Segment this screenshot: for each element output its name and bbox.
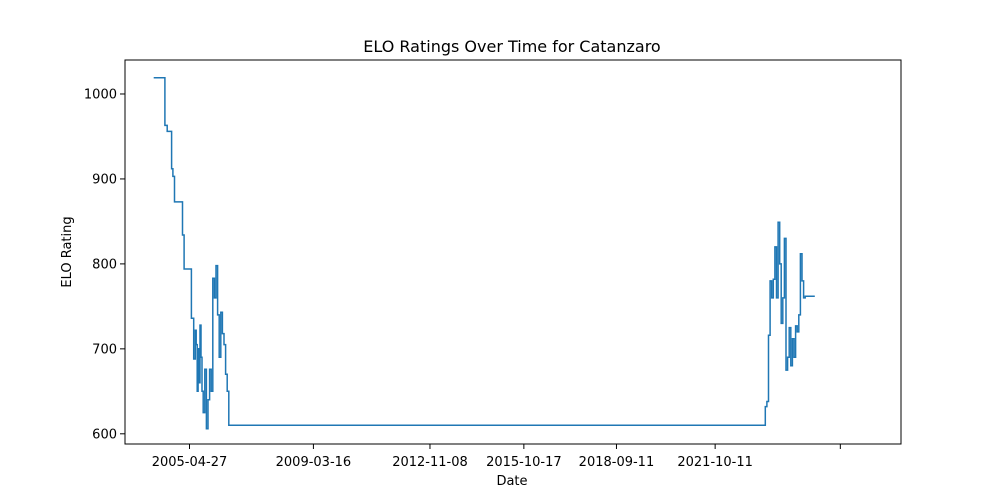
y-axis: 600 700 800 900 1000 (84, 87, 125, 442)
series-line-catanzaro (153, 77, 815, 430)
series-layer (153, 77, 815, 430)
x-tick-label: 2005-04-27 (152, 455, 228, 470)
x-tick-label: 2018-09-11 (579, 455, 655, 470)
y-tick-label: 700 (92, 342, 117, 357)
chart-title: ELO Ratings Over Time for Catanzaro (363, 37, 660, 56)
x-tick-label: 2009-03-16 (276, 455, 352, 470)
x-axis-label: Date (496, 474, 527, 489)
y-tick-label: 600 (92, 427, 117, 442)
y-axis-label: ELO Rating (60, 216, 75, 287)
x-tick-label: 2012-11-08 (392, 455, 468, 470)
y-tick-label: 800 (92, 257, 117, 272)
plot-frame (124, 59, 902, 445)
y-tick-label: 900 (92, 172, 117, 187)
x-tick-label: 2021-10-11 (677, 455, 753, 470)
x-axis: 2005-04-27 2009-03-16 2012-11-08 2015-10-17… (152, 444, 841, 470)
y-tick-label: 1000 (84, 87, 117, 102)
x-tick-label: 2015-10-17 (486, 455, 562, 470)
